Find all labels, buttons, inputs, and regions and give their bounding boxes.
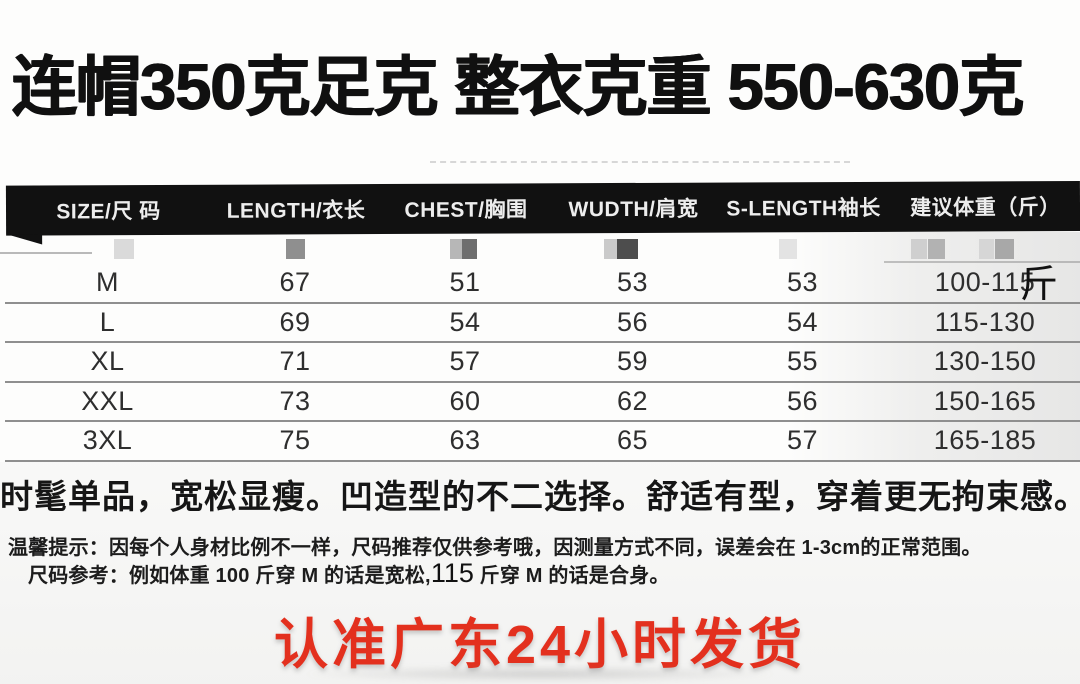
table-cell: XXL xyxy=(81,385,134,416)
table-cell: 59 xyxy=(616,346,649,377)
size-table: SIZE/尺 码 LENGTH/衣长 CHEST/胸围 WUDTH/肩宽 S-LENGT… xyxy=(0,181,1080,462)
table-cell: 55 xyxy=(786,346,819,377)
table-cell: 165-185 xyxy=(933,425,1037,456)
table-header: SIZE/尺 码 LENGTH/衣长 CHEST/胸围 WUDTH/肩宽 S-LENGT… xyxy=(5,181,1080,236)
column-header: WUDTH/肩宽 xyxy=(568,197,699,222)
table-body: M 67 51 53 53 100-115 L 69 54 56 54 115-130 XL 71 57 59… xyxy=(5,264,1080,462)
censored-block xyxy=(286,239,305,259)
table-cell: 100-115 xyxy=(934,267,1036,298)
table-row: XXL 73 60 62 56 150-165 xyxy=(5,383,1080,422)
table-row: XL 71 57 59 55 130-150 xyxy=(5,343,1080,383)
table-cell: 71 xyxy=(279,346,311,377)
censored-block xyxy=(979,239,994,259)
table-cell: 53 xyxy=(616,267,649,298)
table-cell: 54 xyxy=(449,306,481,337)
shipping-banner: 认准广东24小时发货 xyxy=(273,615,807,675)
censored-block xyxy=(114,239,134,259)
table-cell: 3XL xyxy=(82,425,133,456)
table-cell: 63 xyxy=(449,425,481,456)
table-row: L 69 54 56 54 115-130 xyxy=(5,304,1080,343)
table-cell: 73 xyxy=(279,385,311,416)
censored-block xyxy=(604,239,617,259)
censored-row xyxy=(6,231,1080,264)
table-row: 3XL 75 63 65 57 165-185 xyxy=(5,422,1080,462)
bottom-smudge xyxy=(300,666,780,682)
tip-line-measure: 温馨提示：因每个人身材比例不一样，尺码推荐仅供参考哦，因测量方式不同，误差会在 … xyxy=(8,537,982,559)
table-cell: M xyxy=(96,267,119,298)
table-cell: 57 xyxy=(449,346,481,377)
table-cell: 62 xyxy=(616,385,649,416)
page-title: 连帽350克足克 整衣克重 550-630克 xyxy=(12,50,1024,123)
table-cell: 75 xyxy=(279,425,311,456)
unit-annotation: 斤 xyxy=(1020,262,1059,306)
tip2-suffix: 斤穿 M 的话是合身。 xyxy=(473,565,670,587)
censored-block xyxy=(450,239,462,259)
column-header: S-LENGTH袖长 xyxy=(726,196,881,221)
table-row: M 67 51 53 53 100-115 xyxy=(5,264,1080,304)
column-header: LENGTH/衣长 xyxy=(226,199,366,223)
table-cell: 60 xyxy=(449,385,481,416)
censored-block xyxy=(995,239,1014,259)
censored-block xyxy=(462,239,477,259)
tip2-prefix: 尺码参考：例如体重 100 斤穿 M 的话是宽松, xyxy=(28,565,431,587)
table-cell: L xyxy=(99,306,116,337)
table-cell: 65 xyxy=(616,425,649,456)
table-cell: 115-130 xyxy=(934,306,1036,337)
table-cell: 150-165 xyxy=(933,385,1037,416)
table-cell: 67 xyxy=(279,267,311,298)
table-cell: 57 xyxy=(786,425,819,456)
table-cell: 69 xyxy=(279,306,311,337)
table-cell: 130-150 xyxy=(933,346,1037,377)
blur-artifact-dashes xyxy=(430,161,850,163)
table-cell: 56 xyxy=(616,306,649,337)
tip2-inserted-number: 115 xyxy=(430,558,474,588)
censored-block xyxy=(928,239,945,259)
censored-block xyxy=(617,239,638,259)
table-cell: XL xyxy=(90,346,125,377)
tip-line-size-reference: 尺码参考：例如体重 100 斤穿 M 的话是宽松,115 斤穿 M 的话是合身。 xyxy=(28,558,1078,589)
censored-block xyxy=(911,239,927,259)
column-header: 建议体重（斤） xyxy=(910,196,1061,220)
censored-block xyxy=(779,239,797,259)
artifact-line-right xyxy=(884,261,1080,263)
table-cell: 51 xyxy=(449,267,481,298)
tagline: 时髦单品，宽松显瘦。凹造型的不二选择。舒适有型，穿着更无拘束感。 xyxy=(0,478,1080,515)
column-header: CHEST/胸围 xyxy=(404,198,528,222)
table-cell: 56 xyxy=(786,385,819,416)
table-cell: 54 xyxy=(786,306,819,337)
artifact-line-left xyxy=(0,252,92,254)
table-cell: 53 xyxy=(786,267,819,298)
column-header: SIZE/尺 码 xyxy=(56,200,161,224)
